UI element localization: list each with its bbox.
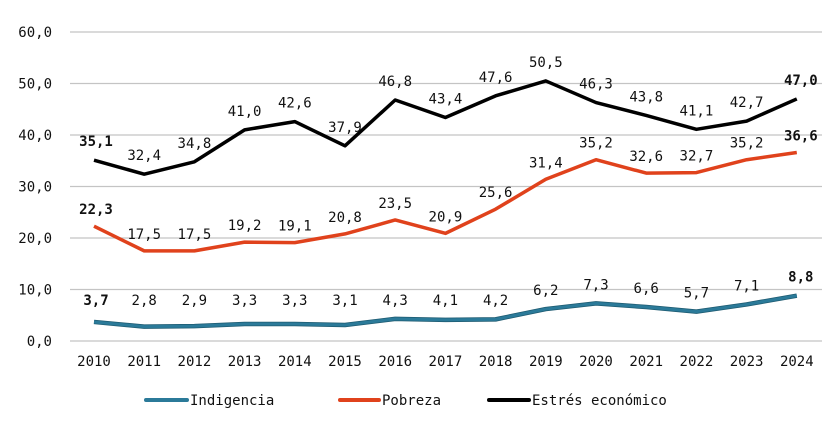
data-label: 2,8: [132, 293, 157, 309]
x-tick-label: 2011: [127, 354, 161, 370]
x-tick-label: 2016: [378, 354, 412, 370]
x-tick-label: 2020: [579, 354, 613, 370]
data-label: 41,1: [680, 103, 714, 119]
x-tick-label: 2015: [328, 354, 362, 370]
data-label: 20,9: [429, 209, 463, 225]
data-label: 20,8: [328, 210, 362, 226]
data-label: 17,5: [127, 227, 161, 243]
data-label: 6,6: [634, 281, 659, 297]
x-tick-label: 2019: [529, 354, 563, 370]
data-label: 50,5: [529, 55, 563, 71]
data-label: 46,8: [378, 74, 412, 90]
x-tick-label: 2022: [680, 354, 714, 370]
gridlines: [70, 31, 822, 342]
legend: Indigencia Pobreza Estrés económico: [144, 393, 667, 409]
y-tick-label: 50,0: [18, 77, 52, 93]
data-label: 19,1: [278, 219, 312, 235]
data-label: 4,3: [383, 293, 408, 309]
y-tick-label: 20,0: [18, 231, 52, 247]
x-tick-label: 2024: [780, 354, 814, 370]
data-label: 36,6: [784, 129, 818, 145]
data-label: 42,6: [278, 96, 312, 112]
data-label: 32,6: [629, 149, 663, 165]
data-label: 22,3: [79, 202, 113, 218]
data-label: 4,2: [483, 293, 508, 309]
data-label: 47,6: [479, 70, 513, 86]
series-line-2: [93, 79, 798, 176]
x-tick-label: 2021: [629, 354, 663, 370]
x-tick-label: 2013: [228, 354, 262, 370]
legend-label: Indigencia: [190, 393, 274, 409]
data-labels: 3,7 2,8 2,9 3,3 3,3 3,1 4,3 4,1 4,2 6,2 7,3 6,6 5,7 7…: [79, 55, 818, 309]
data-label: 3,1: [332, 293, 357, 309]
data-label: 23,5: [378, 196, 412, 212]
y-tick-label: 40,0: [18, 128, 52, 144]
y-tick-label: 30,0: [18, 180, 52, 196]
data-label: 47,0: [784, 73, 818, 89]
data-label: 41,0: [228, 104, 262, 120]
data-label: 31,4: [529, 155, 563, 171]
data-label: 46,3: [579, 77, 613, 93]
y-tick-label: 60,0: [18, 25, 52, 41]
data-label: 32,7: [680, 149, 714, 165]
data-label: 35,2: [579, 136, 613, 152]
legend-label: Pobreza: [382, 393, 441, 409]
series-line-0: [93, 294, 798, 329]
data-label: 8,8: [788, 270, 813, 286]
data-label: 17,5: [178, 227, 212, 243]
data-label: 6,2: [533, 283, 558, 299]
x-axis-ticks: 2010 2011 2012 2013 2014 2015 2016 2017 2018 2019…: [77, 354, 814, 370]
data-label: 42,7: [730, 95, 764, 111]
data-label: 32,4: [127, 148, 161, 164]
data-label: 43,8: [629, 89, 663, 105]
data-label: 34,8: [178, 136, 212, 152]
y-tick-label: 10,0: [18, 283, 52, 299]
data-label: 35,2: [730, 136, 764, 152]
x-tick-label: 2012: [178, 354, 212, 370]
x-tick-label: 2018: [479, 354, 513, 370]
y-tick-label: 0,0: [27, 334, 52, 350]
data-label: 19,2: [228, 218, 262, 234]
series-line-1: [93, 150, 798, 253]
x-tick-label: 2017: [429, 354, 463, 370]
data-label: 3,3: [282, 293, 307, 309]
data-label: 2,9: [182, 293, 207, 309]
data-label: 25,6: [479, 185, 513, 201]
x-tick-label: 2010: [77, 354, 111, 370]
data-label: 3,3: [232, 293, 257, 309]
y-axis-ticks: 0,0 10,0 20,0 30,0 40,0 50,0 60,0: [18, 25, 52, 350]
data-label: 43,4: [429, 91, 463, 107]
legend-label: Estrés económico: [532, 393, 667, 409]
data-label: 7,1: [734, 278, 759, 294]
data-label: 7,3: [583, 277, 608, 293]
series-lines: [93, 79, 798, 329]
data-label: 35,1: [79, 134, 113, 150]
x-tick-label: 2023: [730, 354, 764, 370]
data-label: 4,1: [433, 293, 458, 309]
data-label: 5,7: [684, 286, 709, 302]
data-label: 37,9: [328, 120, 362, 136]
x-tick-label: 2014: [278, 354, 312, 370]
data-label: 3,7: [83, 293, 108, 309]
